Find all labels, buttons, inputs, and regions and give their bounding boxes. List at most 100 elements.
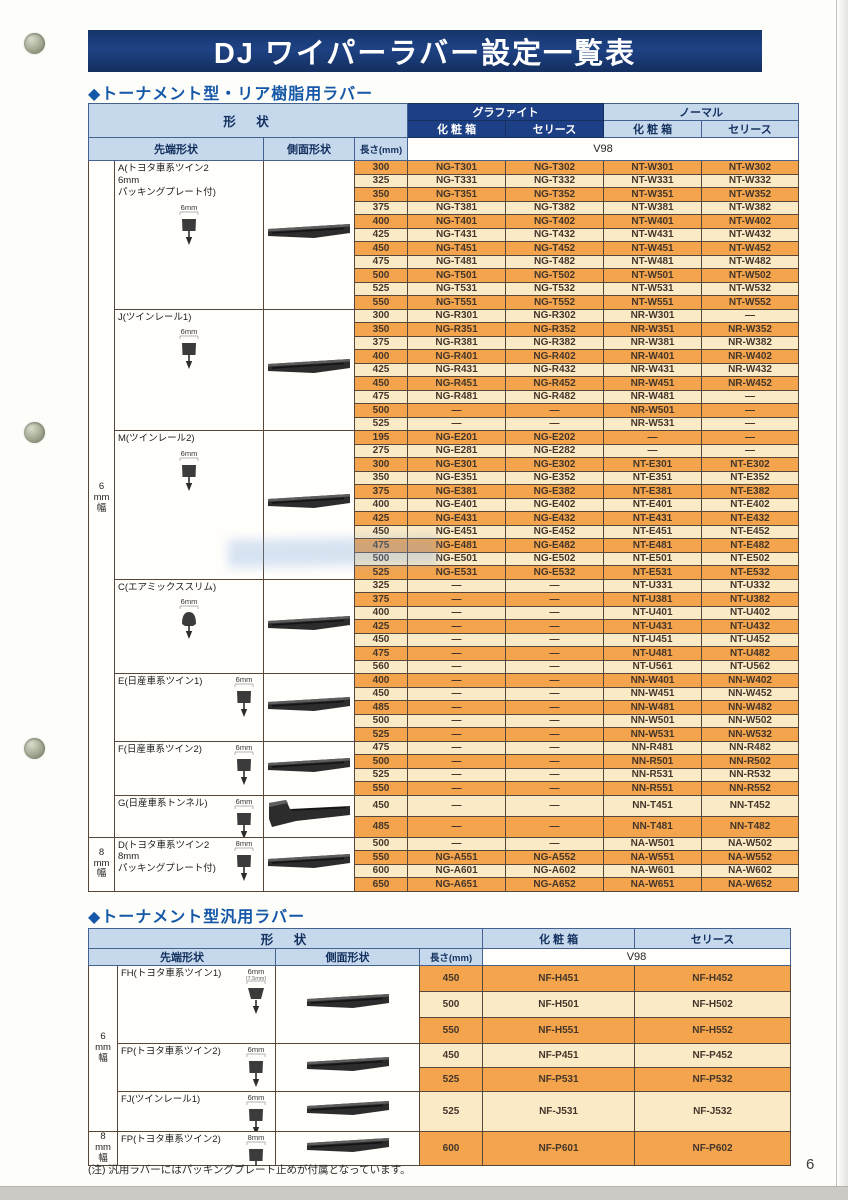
part-number-cell: NN-T452 <box>701 794 800 817</box>
part-number-cell: NT-U482 <box>701 646 800 661</box>
part-number-cell: ― <box>407 619 507 634</box>
width-group-label: 6 mm 幅 <box>88 965 118 1132</box>
part-number-cell: ― <box>603 443 703 458</box>
length-cell: 500 <box>353 551 409 566</box>
part-number-cell: NN-W401 <box>603 673 703 688</box>
part-number-cell: NA-W651 <box>603 877 703 892</box>
side-shape-cell-D <box>263 836 355 892</box>
length-cell: 475 <box>353 389 409 404</box>
part-number-cell: ― <box>407 727 507 742</box>
part-number-cell: ― <box>701 389 800 404</box>
col-header-shape: 形 状 <box>87 103 409 138</box>
table-row: 475 ― ― NT-U481 NT-U482 <box>89 646 800 661</box>
part-number-cell: NT-E502 <box>701 551 800 566</box>
col-header-side: 側面形状 <box>275 948 420 966</box>
part-number-cell: NT-E452 <box>701 524 800 539</box>
side-profile-photo <box>268 853 350 868</box>
part-number-cell: ― <box>407 713 507 728</box>
table-row: F(日産車系ツイン2) 6mm 475 ― ― NN-R481 NN-R482 <box>89 740 800 796</box>
length-cell: 400 <box>353 605 409 620</box>
length-cell: 475 <box>353 254 409 269</box>
length-cell: 450 <box>418 965 484 992</box>
part-number-cell: NT-W331 <box>603 173 703 188</box>
length-cell: 475 <box>353 646 409 661</box>
part-number-cell: ― <box>505 673 605 688</box>
table-row: 375 NG-E381 NG-E382 NT-E381 NT-E382 <box>89 484 800 499</box>
part-number-cell: NT-E482 <box>701 538 800 553</box>
part-number-cell: ― <box>505 727 605 742</box>
part-number-cell: ― <box>407 740 507 755</box>
table-row: 300 NG-E301 NG-E302 NT-E301 NT-E302 <box>89 457 800 472</box>
length-cell: 550 <box>353 295 409 310</box>
table-row: 形 状化 粧 箱セリース <box>87 928 792 949</box>
part-number-cell: ― <box>701 403 800 418</box>
part-number-cell: NT-U431 <box>603 619 703 634</box>
part-number-cell: NG-T381 <box>407 200 507 215</box>
part-number-cell: ― <box>505 646 605 661</box>
tip-size-label: 6mm <box>181 597 198 606</box>
part-number-cell: ― <box>505 605 605 620</box>
part-number-cell: ― <box>505 713 605 728</box>
tip-cross-section-icon: 6mm(7.5mm) <box>246 967 267 1014</box>
part-number-cell: NT-W552 <box>701 295 800 310</box>
side-profile-photo <box>268 224 350 239</box>
part-number-cell: NG-T331 <box>407 173 507 188</box>
rear-resin-rubber-table: 形 状グラファイト ノーマル化 粧 箱セリース化 粧 箱セリース 先端形状 側面形状長… <box>87 103 800 892</box>
width-group-label: 8 mm 幅 <box>88 1131 118 1166</box>
part-number-cell: NT-U451 <box>603 632 703 647</box>
length-cell: 195 <box>353 430 409 445</box>
table-row: 6 mm 幅 A(トヨタ車系ツイン2 6mm パッキングプレート付) 6mm 300 N… <box>88 160 800 838</box>
part-number-cell: NN-R482 <box>701 740 800 755</box>
part-number-cell: NG-E382 <box>505 484 605 499</box>
part-number-cell: NN-R502 <box>701 754 800 769</box>
section-title-general: ◆トーナメント型汎用ラバー <box>88 909 306 926</box>
part-number-cell: NT-E431 <box>603 511 703 526</box>
length-cell: 425 <box>353 511 409 526</box>
length-cell: 525 <box>353 727 409 742</box>
part-number-cell: NN-W531 <box>603 727 703 742</box>
part-number-cell: NG-T531 <box>407 281 507 296</box>
col-header-box: 化 粧 箱 <box>482 928 636 949</box>
length-cell: 300 <box>353 457 409 472</box>
part-number-cell: NT-W301 <box>603 160 703 175</box>
part-number-cell: NG-R402 <box>505 349 605 364</box>
part-number-cell: NA-W552 <box>701 850 800 865</box>
part-number-cell: NG-R401 <box>407 349 507 364</box>
col-header-tip: 先端形状 <box>88 948 276 966</box>
tip-shape-cell-E: E(日産車系ツイン1) 6mm <box>114 673 264 742</box>
part-number-cell: ― <box>505 767 605 782</box>
length-cell: 475 <box>353 740 409 755</box>
part-number-cell: NA-W652 <box>701 877 800 892</box>
tip-size-label: 6mm <box>248 1045 265 1054</box>
part-number-cell: NT-W482 <box>701 254 800 269</box>
tip-size-label: 6mm <box>236 743 253 752</box>
part-number-cell: ― <box>407 815 507 838</box>
width-group-label: 6 mm 幅 <box>88 160 115 838</box>
tip-cross-section-icon: 8mm <box>234 839 254 881</box>
part-number-cell: ― <box>701 416 800 431</box>
part-number-cell: NF-P532 <box>634 1067 792 1092</box>
part-number-cell: ― <box>505 794 605 817</box>
part-number-cell: NA-W551 <box>603 850 703 865</box>
part-number-cell: NG-R301 <box>407 308 507 323</box>
side-profile-photo <box>268 757 350 772</box>
length-cell: 350 <box>353 470 409 485</box>
length-cell: 400 <box>353 673 409 688</box>
part-number-cell: ― <box>407 646 507 661</box>
side-profile-photo <box>268 696 350 711</box>
tip-size-sub-label: (7.5mm) <box>246 976 267 982</box>
page-edge-bottom <box>0 1186 848 1200</box>
tip-cross-section-icon: 6mm <box>234 797 254 836</box>
part-number-cell: NG-R481 <box>407 389 507 404</box>
part-number-cell: NT-W352 <box>701 187 800 202</box>
part-number-cell: NN-R532 <box>701 767 800 782</box>
length-cell: 350 <box>353 187 409 202</box>
table-row: 525 ― ― NN-R531 NN-R532 <box>89 767 800 782</box>
page-title-bar: DJ ワイパーラバー設定一覧表 <box>88 30 762 72</box>
part-number-cell: NT-U481 <box>603 646 703 661</box>
length-cell: 400 <box>353 497 409 512</box>
length-cell: 425 <box>353 362 409 377</box>
length-cell: 375 <box>353 335 409 350</box>
punch-hole-icon <box>24 422 45 443</box>
